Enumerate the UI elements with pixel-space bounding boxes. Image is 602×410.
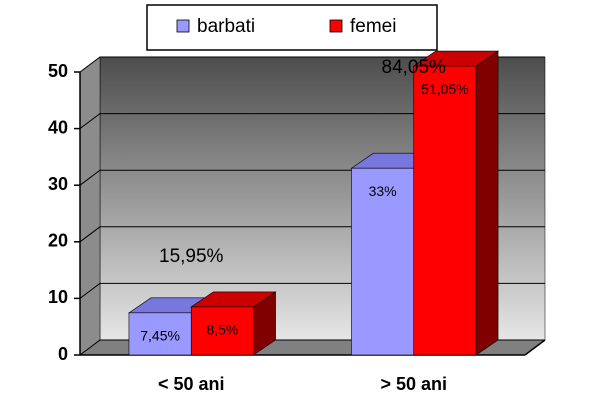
legend-label: femei: [350, 16, 396, 37]
bar: [190, 306, 254, 356]
annotation: 84,05%: [382, 57, 447, 78]
x-tick-label: < 50 ani: [158, 374, 225, 394]
grid-line: [79, 56, 545, 73]
x-tick-label: > 50 ani: [380, 374, 447, 394]
bar-side: [475, 50, 499, 356]
y-tick-label: 20: [48, 231, 68, 251]
data-label: 51,05%: [421, 81, 468, 97]
y-tick-label: 0: [58, 344, 68, 364]
legend-swatch: [176, 19, 190, 33]
y-tick-label: 30: [48, 174, 68, 194]
legend-swatch: [329, 19, 343, 33]
x-axis-edge: [524, 339, 546, 356]
data-label: 8,5%: [206, 322, 238, 338]
bar: [413, 65, 477, 356]
legend-box: [146, 4, 438, 51]
y-tick-label: 10: [48, 287, 68, 307]
side-wall: [79, 56, 101, 356]
y-tick-label: 40: [48, 117, 68, 137]
annotation: 15,95%: [159, 246, 224, 267]
bar: [351, 167, 415, 356]
y-tick-label: 50: [48, 61, 68, 81]
data-label: 33%: [369, 183, 397, 199]
data-label: 7,45%: [140, 328, 180, 344]
legend-label: barbati: [197, 16, 255, 37]
grid-line: [79, 113, 545, 130]
